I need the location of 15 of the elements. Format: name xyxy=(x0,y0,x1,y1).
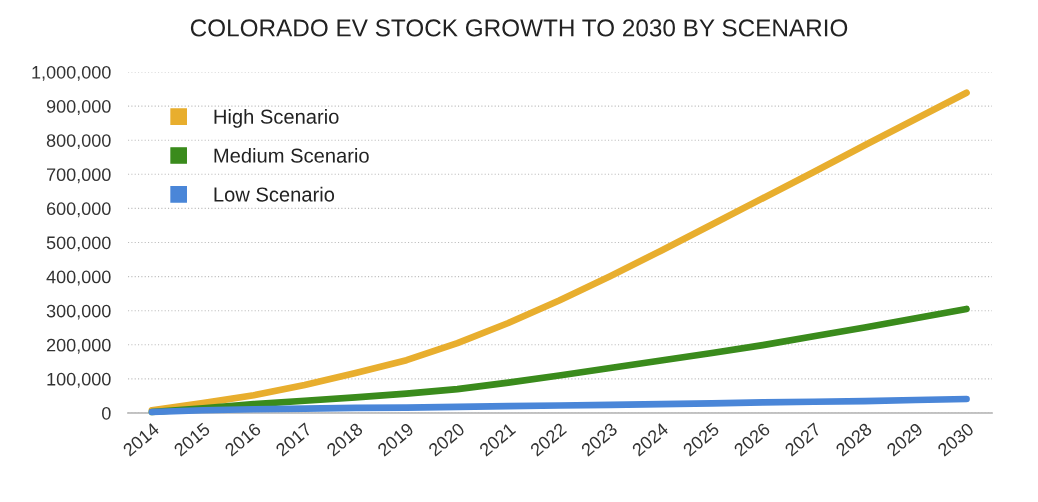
y-tick-label: 400,000 xyxy=(46,270,111,286)
legend-label: Low Scenario xyxy=(214,186,335,202)
y-tick-label: 1,000,000 xyxy=(32,65,111,81)
y-tick-label: 0 xyxy=(102,406,111,420)
legend-label: High Scenario xyxy=(214,109,339,128)
legend-label: Medium Scenario xyxy=(214,147,369,163)
y-tick-label: 300,000 xyxy=(46,304,111,320)
y-tick-label: 500,000 xyxy=(46,236,111,252)
y-tick-label: 100,000 xyxy=(47,372,111,388)
y-tick-label: 700,000 xyxy=(47,168,111,184)
y-tick-label: 900,000 xyxy=(46,100,111,115)
y-tick-label: 600,000 xyxy=(46,202,111,218)
y-tick-label: 200,000 xyxy=(46,338,111,354)
chart-title: COLORADO EV STOCK GROWTH TO 2030 BY SCENARIO xyxy=(190,19,848,37)
y-tick-label: 800,000 xyxy=(46,134,111,150)
